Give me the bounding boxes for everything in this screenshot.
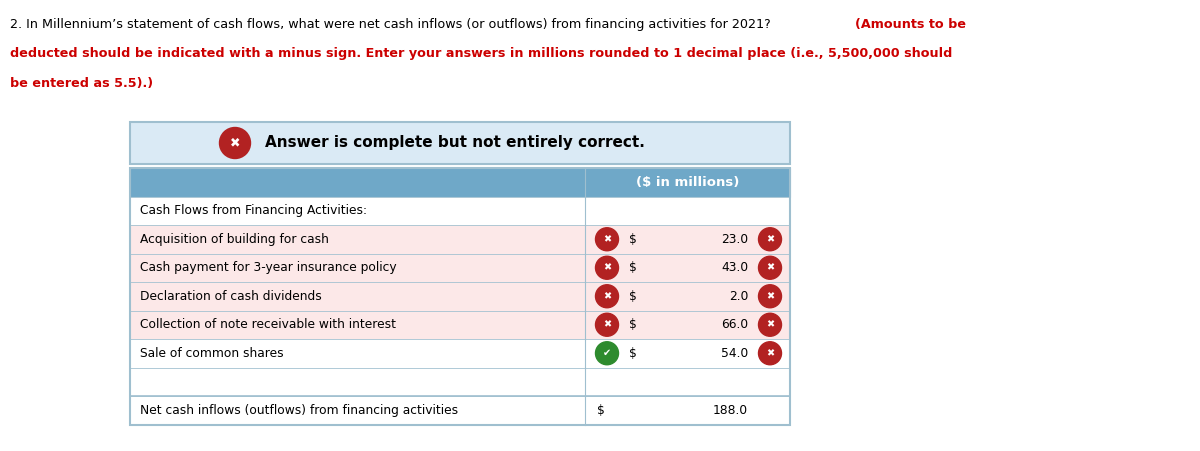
Circle shape: [595, 228, 618, 251]
Circle shape: [758, 256, 781, 279]
Text: Answer is complete but not entirely correct.: Answer is complete but not entirely corr…: [265, 135, 644, 151]
Text: ✖: ✖: [766, 263, 774, 273]
Text: (Amounts to be: (Amounts to be: [856, 18, 966, 31]
FancyBboxPatch shape: [130, 122, 790, 164]
Text: 2.0: 2.0: [728, 290, 748, 303]
Text: ✖: ✖: [766, 348, 774, 358]
Text: 54.0: 54.0: [721, 347, 748, 360]
FancyBboxPatch shape: [130, 368, 790, 396]
Text: ✖: ✖: [602, 291, 611, 301]
Text: ✖: ✖: [766, 234, 774, 244]
Circle shape: [595, 285, 618, 308]
Circle shape: [758, 313, 781, 336]
Circle shape: [758, 285, 781, 308]
Circle shape: [595, 313, 618, 336]
Circle shape: [220, 128, 251, 158]
Text: Cash payment for 3-year insurance policy: Cash payment for 3-year insurance policy: [140, 261, 397, 274]
Text: Sale of common shares: Sale of common shares: [140, 347, 283, 360]
Text: $: $: [629, 318, 637, 331]
Text: Cash Flows from Financing Activities:: Cash Flows from Financing Activities:: [140, 204, 367, 217]
Text: ✖: ✖: [602, 263, 611, 273]
Text: $: $: [629, 290, 637, 303]
Text: 43.0: 43.0: [721, 261, 748, 274]
FancyBboxPatch shape: [130, 168, 790, 197]
Text: $: $: [629, 347, 637, 360]
Text: ($ in millions): ($ in millions): [636, 176, 739, 189]
Text: Acquisition of building for cash: Acquisition of building for cash: [140, 233, 329, 246]
Text: $: $: [598, 404, 605, 417]
Text: 2. In Millennium’s statement of cash flows, what were net cash inflows (or outfl: 2. In Millennium’s statement of cash flo…: [10, 18, 775, 31]
FancyBboxPatch shape: [130, 310, 790, 339]
Circle shape: [595, 256, 618, 279]
FancyBboxPatch shape: [130, 197, 790, 225]
Text: $: $: [629, 233, 637, 246]
FancyBboxPatch shape: [130, 339, 790, 368]
Text: 23.0: 23.0: [721, 233, 748, 246]
Text: 66.0: 66.0: [721, 318, 748, 331]
Circle shape: [595, 342, 618, 365]
Text: Declaration of cash dividends: Declaration of cash dividends: [140, 290, 322, 303]
Circle shape: [758, 228, 781, 251]
Text: Net cash inflows (outflows) from financing activities: Net cash inflows (outflows) from financi…: [140, 404, 458, 417]
Circle shape: [758, 342, 781, 365]
Text: deducted should be indicated with a minus sign. Enter your answers in millions r: deducted should be indicated with a minu…: [10, 47, 953, 60]
Text: $: $: [629, 261, 637, 274]
Text: ✖: ✖: [229, 137, 240, 149]
FancyBboxPatch shape: [130, 225, 790, 253]
Text: ✖: ✖: [766, 291, 774, 301]
Text: ✖: ✖: [602, 234, 611, 244]
Text: ✖: ✖: [602, 320, 611, 330]
FancyBboxPatch shape: [130, 253, 790, 282]
Text: ✖: ✖: [766, 320, 774, 330]
Text: ✔: ✔: [602, 348, 611, 358]
Text: be entered as 5.5).): be entered as 5.5).): [10, 77, 154, 90]
FancyBboxPatch shape: [130, 396, 790, 424]
FancyBboxPatch shape: [130, 282, 790, 310]
Text: Collection of note receivable with interest: Collection of note receivable with inter…: [140, 318, 396, 331]
Text: 188.0: 188.0: [713, 404, 748, 417]
